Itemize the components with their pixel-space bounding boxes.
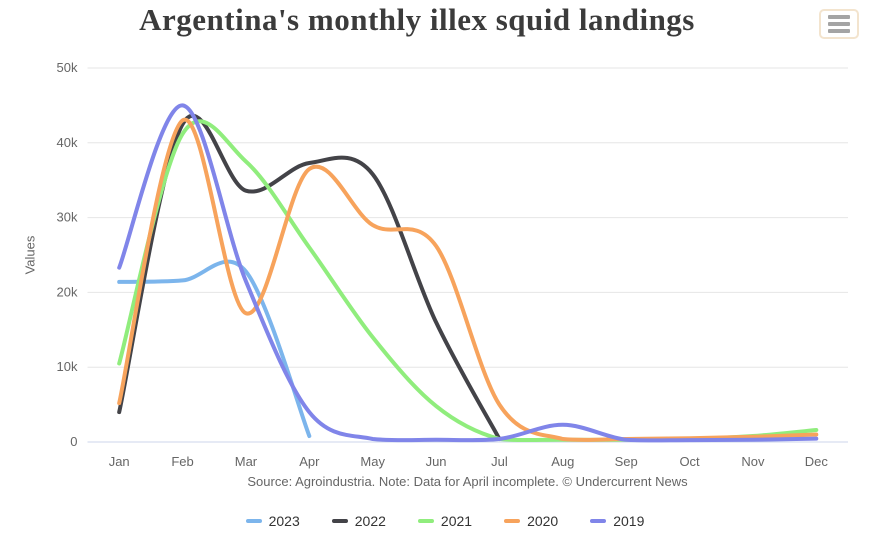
legend-label: 2023 (268, 513, 300, 529)
x-tick-label: Dec (805, 454, 829, 469)
x-tick-label: Apr (299, 454, 320, 469)
series-line-2019[interactable] (117, 103, 819, 443)
chart-title: Argentina's monthly illex squid landings (139, 2, 695, 37)
legend-marker-2020 (504, 519, 521, 523)
hamburger-bar (828, 22, 850, 26)
legend-marker-2022 (331, 519, 348, 523)
y-tick-label: 10k (57, 359, 78, 374)
x-tick-label: Jun (426, 454, 447, 469)
legend-marker-2023 (245, 519, 262, 523)
y-tick-label: 20k (57, 284, 78, 299)
y-tick-label: 50k (57, 60, 78, 75)
y-tick-label: 0 (70, 434, 77, 449)
x-tick-label: Nov (741, 454, 765, 469)
legend-label: 2020 (527, 513, 559, 529)
legend-label: 2019 (613, 513, 645, 529)
legend-item-2023[interactable]: 2023 (245, 513, 300, 529)
x-tick-label: Jan (109, 454, 130, 469)
x-tick-label: Oct (679, 454, 700, 469)
legend-marker-2021 (417, 519, 434, 523)
x-tick-label: Mar (235, 454, 258, 469)
x-tick-label: Jul (491, 454, 508, 469)
legend-label: 2021 (440, 513, 473, 529)
source-note: Source: Agroindustria. Note: Data for Ap… (247, 474, 688, 489)
y-axis-title: Values (22, 235, 38, 275)
x-tick-label: Sep (615, 454, 638, 469)
y-tick-label: 30k (57, 210, 78, 225)
legend-marker-2019 (590, 519, 607, 523)
legend-item-2020[interactable]: 2020 (504, 513, 558, 529)
y-tick-label: 40k (57, 135, 78, 150)
series-line-2022[interactable] (117, 113, 502, 441)
legend-item-2019[interactable]: 2019 (590, 513, 644, 529)
legend-item-2022[interactable]: 2022 (331, 513, 386, 529)
x-tick-label: May (360, 454, 385, 469)
hamburger-bar (828, 29, 850, 33)
series-line-2021[interactable] (117, 119, 819, 443)
legend-label: 2022 (354, 513, 386, 529)
x-tick-label: Feb (171, 454, 193, 469)
series-line-2023[interactable] (117, 259, 312, 438)
chart-menu-button[interactable] (819, 9, 859, 39)
x-tick-label: Aug (551, 454, 574, 469)
hamburger-bar (828, 15, 850, 19)
legend-item-2021[interactable]: 2021 (417, 513, 473, 529)
series-line-2020[interactable] (117, 118, 819, 442)
legend: 2023 2022 2021 2020 2019 (0, 513, 890, 529)
